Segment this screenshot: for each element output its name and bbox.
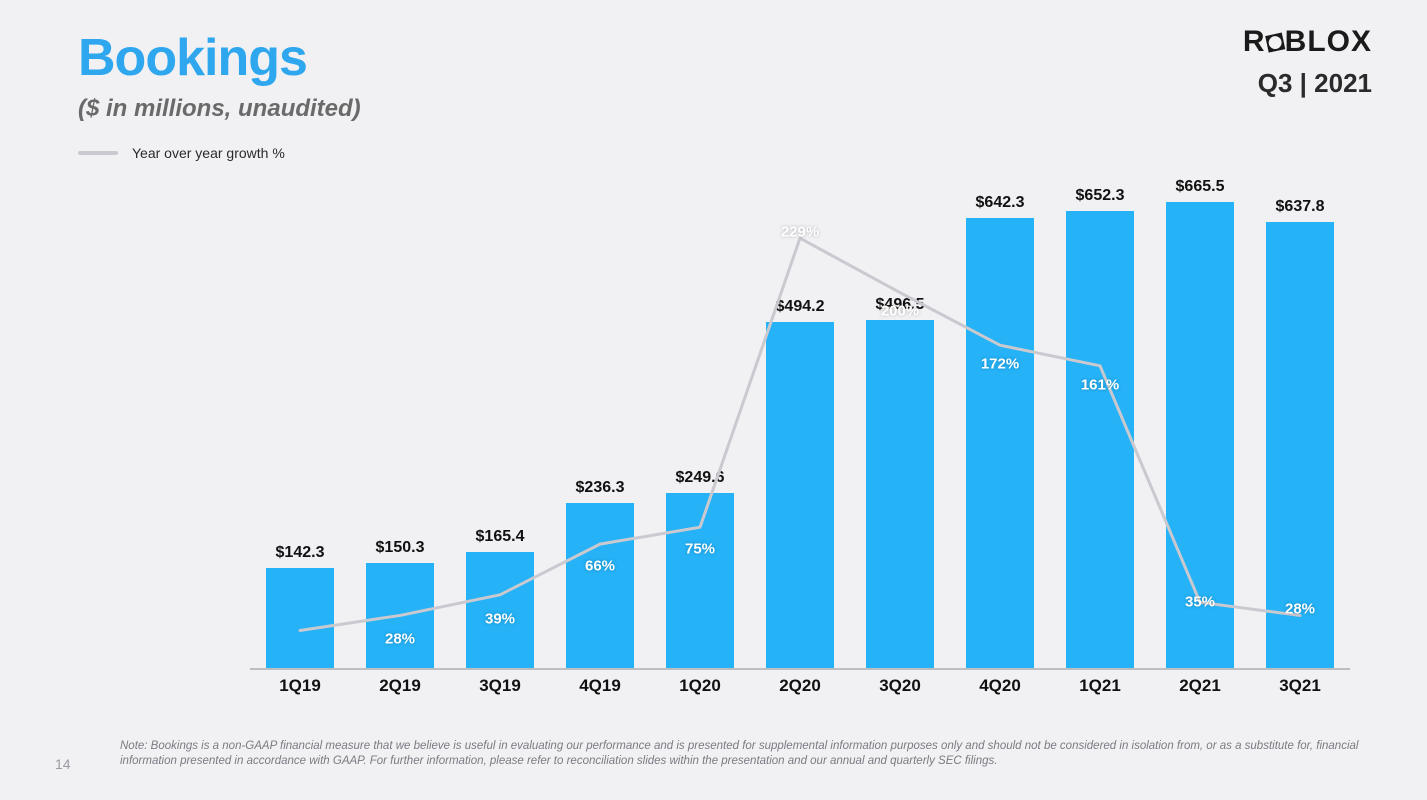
growth-label: 28% — [385, 631, 415, 648]
bar-slot: $142.3 — [250, 180, 350, 668]
bar-value-label: $637.8 — [1276, 198, 1325, 216]
bar: $150.3 — [366, 563, 434, 668]
bar: $642.3 — [966, 218, 1034, 668]
growth-label: 66% — [585, 557, 615, 574]
bar-slot: $496.5 — [850, 180, 950, 668]
bar: $494.2 — [766, 322, 834, 668]
x-axis-label: 2Q21 — [1150, 676, 1250, 696]
x-axis: 1Q192Q193Q194Q191Q202Q203Q204Q201Q212Q21… — [250, 676, 1350, 696]
x-axis-label: 4Q19 — [550, 676, 650, 696]
growth-label: 161% — [1081, 376, 1119, 393]
bar: $249.6 — [666, 493, 734, 668]
x-axis-label: 3Q21 — [1250, 676, 1350, 696]
bar-value-label: $652.3 — [1076, 187, 1125, 205]
bar: $236.3 — [566, 503, 634, 668]
growth-label: 39% — [485, 610, 515, 627]
growth-label: 172% — [981, 355, 1019, 372]
bar-slot: $236.3 — [550, 180, 650, 668]
legend-label: Year over year growth % — [132, 145, 285, 161]
x-axis-label: 3Q20 — [850, 676, 950, 696]
bar: $496.5 — [866, 320, 934, 668]
bar-value-label: $142.3 — [276, 544, 325, 562]
growth-label: 35% — [1185, 594, 1215, 611]
bar-slot: $642.3 — [950, 180, 1050, 668]
x-axis-label: 4Q20 — [950, 676, 1050, 696]
x-axis-label: 2Q20 — [750, 676, 850, 696]
bar-value-label: $665.5 — [1176, 178, 1225, 196]
bar-slot: $165.4 — [450, 180, 550, 668]
growth-label: 200% — [881, 303, 919, 320]
legend-line-swatch — [78, 151, 118, 155]
page-subtitle: ($ in millions, unaudited) — [78, 95, 361, 123]
bar-slot: $652.3 — [1050, 180, 1150, 668]
footnote: Note: Bookings is a non-GAAP financial m… — [120, 739, 1367, 770]
x-axis-label: 3Q19 — [450, 676, 550, 696]
bar: $142.3 — [266, 568, 334, 668]
bar-slot: $249.6 — [650, 180, 750, 668]
bar-value-label: $150.3 — [376, 539, 425, 557]
bar-slot: $637.8 — [1250, 180, 1350, 668]
page-title: Bookings — [78, 28, 307, 88]
bar-value-label: $249.6 — [676, 469, 725, 487]
bar-value-label: $642.3 — [976, 194, 1025, 212]
period-label: Q3 | 2021 — [1258, 68, 1372, 99]
roblox-logo: R◘BLOX — [1243, 25, 1372, 59]
growth-label: 75% — [685, 540, 715, 557]
growth-label: 229% — [781, 224, 819, 241]
bar: $652.3 — [1066, 211, 1134, 668]
bar-slot: $150.3 — [350, 180, 450, 668]
bar-value-label: $494.2 — [776, 298, 825, 316]
x-axis-label: 2Q19 — [350, 676, 450, 696]
bar-value-label: $236.3 — [576, 479, 625, 497]
x-axis-label: 1Q19 — [250, 676, 350, 696]
growth-label: 28% — [1285, 601, 1315, 618]
bar-value-label: $165.4 — [476, 528, 525, 546]
bookings-chart: $142.3 $150.3 $165.4 $236.3 $249.6 $494.2 $496… — [250, 180, 1350, 670]
bar-slot: $494.2 — [750, 180, 850, 668]
page-number: 14 — [55, 756, 71, 772]
x-axis-label: 1Q20 — [650, 676, 750, 696]
x-axis-label: 1Q21 — [1050, 676, 1150, 696]
legend: Year over year growth % — [78, 145, 285, 161]
